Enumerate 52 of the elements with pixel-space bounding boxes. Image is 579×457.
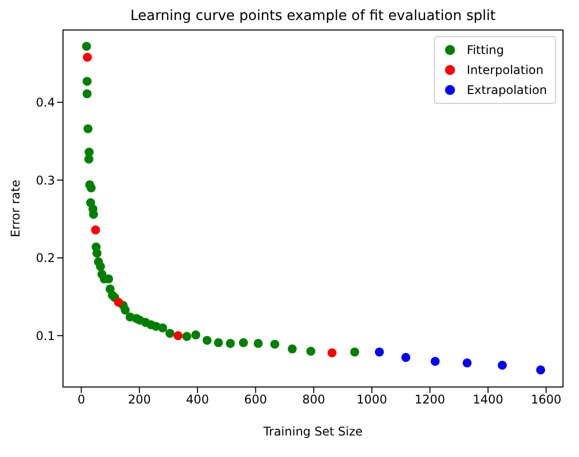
point <box>430 356 440 366</box>
point <box>120 305 130 315</box>
point <box>174 331 183 340</box>
legend-label: Fitting <box>466 43 504 57</box>
point <box>498 360 507 370</box>
y-tick-label: 0.2 <box>36 251 55 266</box>
point <box>83 124 92 134</box>
y-tick-label: 0.3 <box>36 173 55 188</box>
point <box>158 323 168 332</box>
x-axis-title: Training Set Size <box>262 424 363 439</box>
point <box>165 328 174 338</box>
point <box>214 338 223 348</box>
point <box>82 76 92 86</box>
point <box>270 340 280 349</box>
point <box>91 225 100 234</box>
point <box>401 352 410 362</box>
x-tick-label: 1000 <box>356 392 388 407</box>
x-tick-label: 400 <box>186 392 209 407</box>
point <box>374 347 384 357</box>
point <box>202 336 212 345</box>
point <box>82 52 92 62</box>
point <box>114 298 124 307</box>
point <box>182 332 192 341</box>
point <box>84 154 94 164</box>
point <box>226 338 235 348</box>
point <box>96 262 105 271</box>
y-axis-title: Error rate <box>8 180 22 238</box>
point <box>288 344 297 354</box>
legend-label: Extrapolation <box>466 83 547 97</box>
point <box>82 42 92 51</box>
x-tick-label: 0 <box>77 392 86 407</box>
x-tick-label: 600 <box>244 392 268 407</box>
chart-title: Learning curve points example of fit evaluation split <box>129 8 497 26</box>
y-tick-label: 0.1 <box>36 328 55 343</box>
x-tick-label: 1600 <box>530 392 562 407</box>
point <box>328 348 337 358</box>
point <box>254 338 263 348</box>
x-tick-label: 800 <box>302 392 326 407</box>
x-tick-label: 1200 <box>414 392 446 407</box>
point <box>350 347 360 357</box>
point <box>191 330 200 340</box>
point <box>88 210 98 219</box>
y-tick-label: 0.4 <box>36 96 55 110</box>
point <box>536 365 546 374</box>
point <box>238 338 248 348</box>
point <box>82 89 92 98</box>
legend-label: Interpolation <box>466 63 544 77</box>
point <box>462 358 472 368</box>
point <box>306 346 316 356</box>
x-tick-label: 1400 <box>472 392 504 407</box>
x-tick-label: 200 <box>128 392 151 407</box>
point <box>92 248 102 258</box>
